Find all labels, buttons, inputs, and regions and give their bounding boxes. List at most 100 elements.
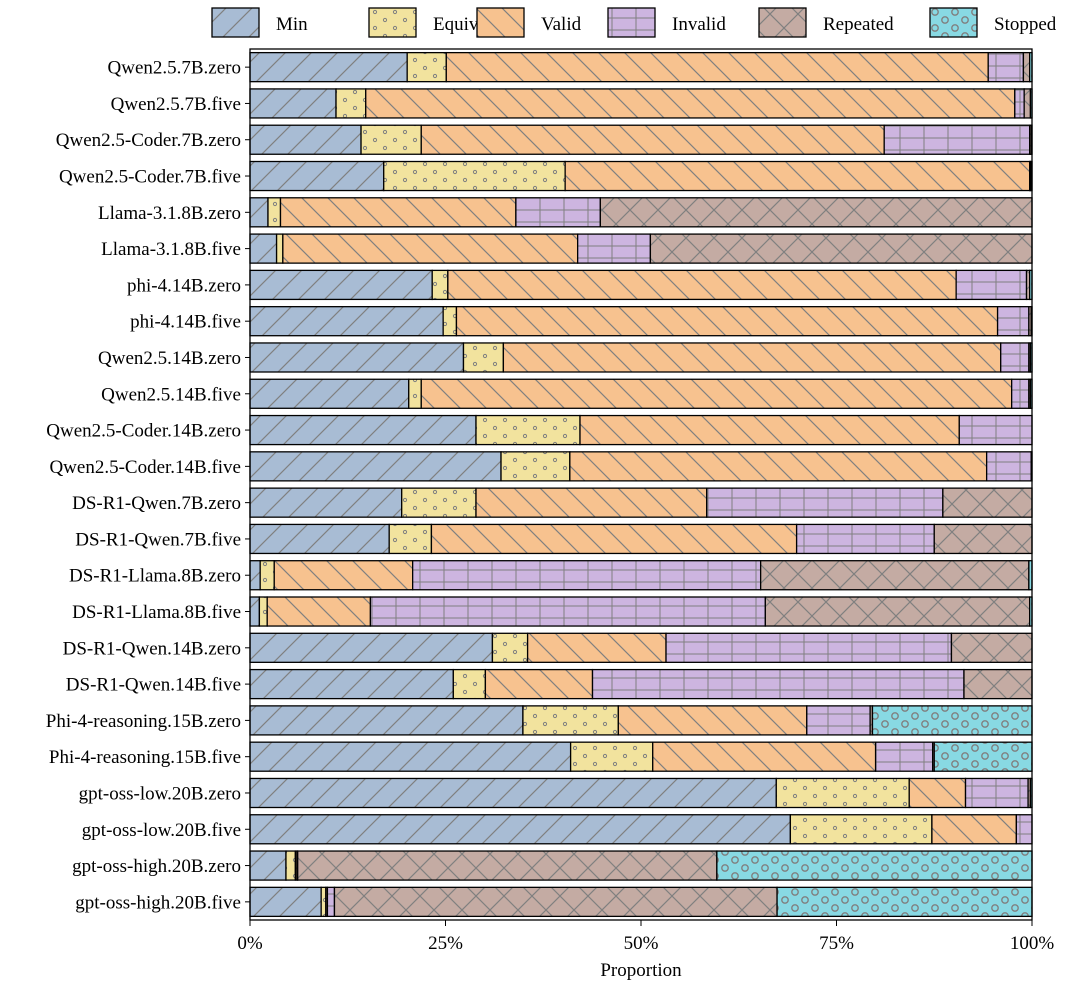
bar-phi-4-reasoning-15b-five-stopped: [933, 741, 1033, 772]
bar-phi-4-reasoning-15b-five-valid: [652, 741, 877, 772]
bar-phi-4-14b-five-equiv: [442, 306, 458, 337]
bar-qwen2-5-coder-14b-five-min: [249, 451, 502, 482]
bar-qwen2-5-coder-7b-five-valid: [564, 160, 1031, 192]
bar-gpt-oss-low-20b-five-valid: [931, 814, 1018, 845]
y-tick-label: Qwen2.5-Coder.7B.zero: [56, 130, 241, 151]
bar-phi-4-14b-zero-valid: [447, 269, 957, 301]
x-tick-label: 75%: [819, 933, 854, 954]
legend-label-valid: Valid: [541, 14, 582, 35]
bar-qwen2-5-coder-14b-zero-valid: [579, 414, 960, 446]
category-labels: Qwen2.5.7B.zero Qwen2.5.7B.five Qwen2.5-Co…: [46, 58, 250, 913]
bar-gpt-oss-low-20b-five-min: [249, 814, 792, 845]
bar-gpt-oss-high-20b-zero-stopped: [716, 850, 1033, 881]
bar-phi-4-reasoning-15b-five-equiv: [569, 741, 654, 772]
bar-ds-r1-qwen-7b-zero-repeated: [942, 487, 1033, 518]
y-tick-label: Llama-3.1.8B.five: [101, 239, 241, 260]
bar-qwen2-5-14b-five-min: [249, 378, 410, 409]
bar-phi-4-14b-five-invalid: [996, 306, 1030, 337]
bar-group-gpt-oss-low-20b-zero: [249, 777, 1033, 809]
bar-phi-4-reasoning-15b-zero-invalid: [806, 705, 871, 736]
bar-ds-r1-qwen-14b-five-equiv: [452, 668, 487, 700]
legend-swatch-stopped: [929, 7, 978, 38]
bar-qwen2-5-coder-7b-five-equiv: [383, 160, 566, 192]
legend-label-stopped: Stopped: [994, 14, 1057, 35]
bar-ds-r1-qwen-14b-zero-min: [249, 632, 494, 663]
bar-qwen2-5-7b-zero-equiv: [406, 51, 447, 83]
bar-ds-r1-llama-8b-five-min: [249, 596, 261, 627]
bar-ds-r1-llama-8b-five-valid: [266, 596, 372, 627]
bar-qwen2-5-coder-14b-five-equiv: [500, 451, 571, 482]
y-tick-label: Qwen2.5.7B.five: [111, 94, 241, 115]
bar-phi-4-reasoning-15b-zero-valid: [617, 705, 808, 736]
bar-gpt-oss-high-20b-zero-repeated: [297, 850, 718, 881]
bar-ds-r1-qwen-14b-zero-invalid: [665, 632, 953, 663]
bar-ds-r1-qwen-7b-five-min: [249, 523, 390, 555]
bar-gpt-oss-low-20b-zero-invalid: [964, 777, 1029, 809]
bar-group-phi-4-14b-zero: [249, 269, 1033, 301]
legend-item-repeated: Repeated: [758, 7, 894, 38]
bar-qwen2-5-14b-zero-valid: [502, 342, 1002, 373]
bar-group-gpt-oss-low-20b-five: [249, 814, 1033, 845]
y-tick-label: Phi-4-reasoning.15B.five: [49, 747, 241, 768]
legend-swatch-invalid: [607, 7, 656, 38]
bar-group-qwen2-5-coder-7b-five: [249, 160, 1033, 192]
bar-llama-3-1-8b-zero-invalid: [515, 197, 601, 228]
bar-group-llama-3-1-8b-five: [249, 233, 1033, 264]
y-tick-label: gpt-oss-high.20B.zero: [72, 856, 241, 877]
bar-qwen2-5-7b-zero-invalid: [987, 51, 1025, 83]
legend-item-equiv: Equiv: [368, 7, 479, 38]
bar-group-gpt-oss-high-20b-five: [249, 886, 1033, 918]
bar-gpt-oss-low-20b-five-equiv: [789, 814, 933, 845]
bar-gpt-oss-low-20b-five-invalid: [1015, 814, 1033, 845]
bars: [249, 51, 1033, 918]
bar-qwen2-5-7b-five-invalid: [1014, 88, 1025, 119]
bar-group-qwen2-5-coder-7b-zero: [249, 124, 1033, 155]
y-tick-label: Qwen2.5-Coder.7B.five: [59, 167, 241, 188]
bar-qwen2-5-7b-zero-valid: [445, 51, 989, 83]
bar-phi-4-reasoning-15b-zero-equiv: [522, 705, 619, 736]
bar-ds-r1-llama-8b-zero-valid: [273, 560, 414, 591]
bar-ds-r1-qwen-7b-zero-min: [249, 487, 403, 518]
bar-phi-4-reasoning-15b-zero-stopped: [871, 705, 1033, 736]
bar-group-phi-4-reasoning-15b-five: [249, 741, 1033, 772]
bar-ds-r1-llama-8b-zero-min: [249, 560, 261, 591]
x-tick-label: 100%: [1010, 933, 1055, 954]
bar-qwen2-5-7b-zero-min: [249, 51, 408, 83]
bar-qwen2-5-14b-zero-min: [249, 342, 465, 373]
bar-qwen2-5-coder-7b-zero-equiv: [360, 124, 422, 155]
bar-qwen2-5-7b-five-repeated: [1023, 88, 1032, 119]
bar-ds-r1-qwen-14b-five-repeated: [963, 668, 1033, 700]
bar-qwen2-5-coder-7b-zero-invalid: [883, 124, 1031, 155]
bar-llama-3-1-8b-five-min: [249, 233, 278, 264]
bar-ds-r1-llama-8b-zero-equiv: [259, 560, 275, 591]
bar-gpt-oss-high-20b-five-min: [249, 886, 322, 918]
bar-qwen2-5-14b-zero-invalid: [1000, 342, 1030, 373]
bar-qwen2-5-7b-five-valid: [365, 88, 1016, 119]
y-tick-label: Qwen2.5.7B.zero: [108, 58, 242, 79]
bar-qwen2-5-14b-five-equiv: [408, 378, 422, 409]
bar-group-qwen2-5-7b-five: [249, 88, 1033, 119]
bar-ds-r1-qwen-7b-zero-invalid: [706, 487, 944, 518]
bar-llama-3-1-8b-zero-min: [249, 197, 269, 228]
bar-group-ds-r1-qwen-14b-zero: [249, 632, 1033, 663]
x-tick-label: 25%: [428, 933, 463, 954]
bar-ds-r1-qwen-14b-zero-equiv: [491, 632, 529, 663]
bar-phi-4-14b-five-valid: [455, 306, 999, 337]
y-tick-label: DS-R1-Llama.8B.five: [72, 602, 241, 623]
bar-group-ds-r1-qwen-7b-zero: [249, 487, 1033, 518]
bar-ds-r1-llama-8b-zero-invalid: [412, 560, 762, 591]
bar-gpt-oss-low-20b-zero-equiv: [775, 777, 910, 809]
bar-phi-4-reasoning-15b-five-invalid: [874, 741, 934, 772]
x-tick-label: 50%: [624, 933, 659, 954]
bar-qwen2-5-coder-14b-zero-min: [249, 414, 477, 446]
bar-ds-r1-qwen-14b-five-invalid: [591, 668, 965, 700]
bar-ds-r1-llama-8b-five-repeated: [764, 596, 1031, 627]
bar-phi-4-reasoning-15b-five-min: [249, 741, 572, 772]
y-tick-label: phi-4.14B.zero: [127, 275, 241, 296]
bar-gpt-oss-high-20b-five-invalid: [326, 886, 336, 918]
bar-phi-4-14b-five-min: [249, 306, 444, 337]
y-tick-label: Qwen2.5.14B.five: [101, 384, 241, 405]
bar-group-gpt-oss-high-20b-zero: [249, 850, 1033, 881]
bar-ds-r1-qwen-14b-zero-valid: [526, 632, 667, 663]
y-tick-label: gpt-oss-low.20B.zero: [79, 783, 241, 804]
